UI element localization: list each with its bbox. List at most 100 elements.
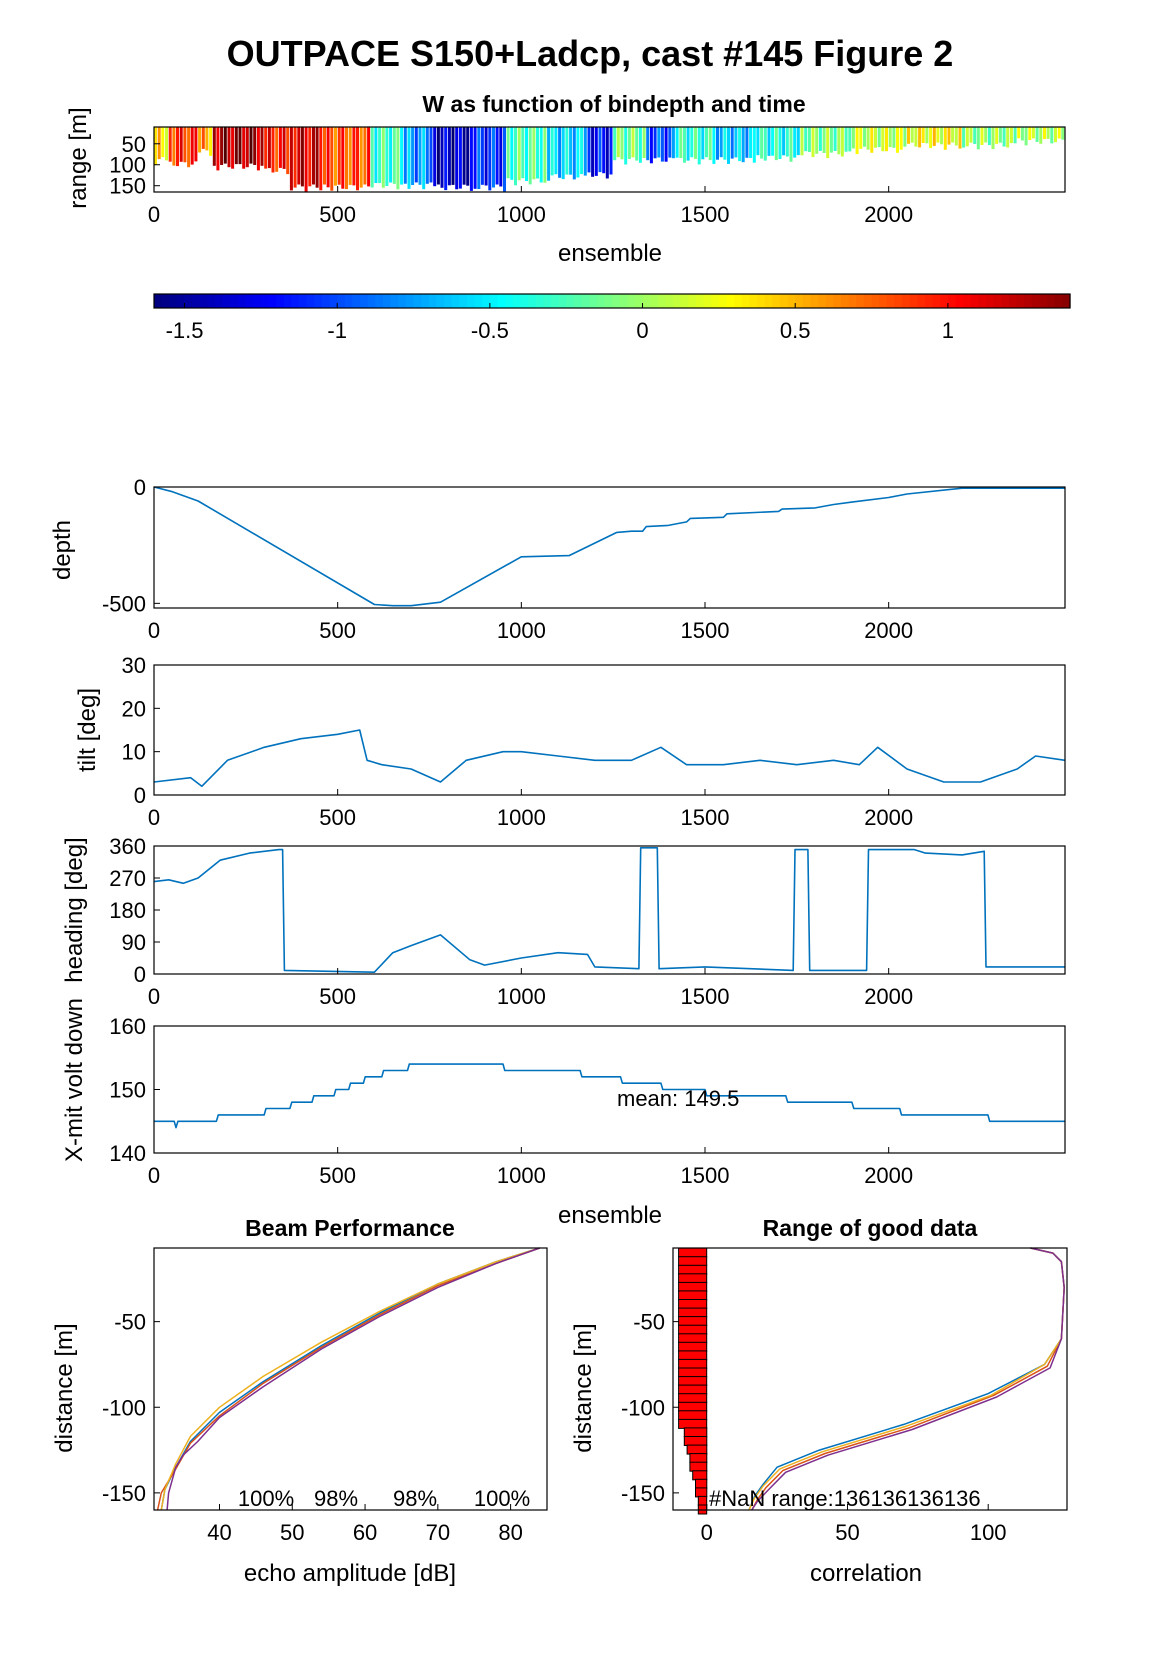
depth-xtick-label: 1000 (497, 618, 546, 643)
w-cell (984, 127, 988, 143)
depth-xtick-label: 1500 (681, 618, 730, 643)
w-cell (712, 127, 716, 164)
heading-ytick-label: 180 (109, 898, 146, 923)
colorbar-cell (589, 294, 598, 308)
tilt-xtick-label: 1500 (681, 805, 730, 830)
beam-performance-xtick-label: 60 (353, 1520, 377, 1545)
w-cell (594, 127, 598, 176)
w-cell (455, 127, 459, 190)
colorbar-cell (329, 294, 338, 308)
nan-range-bar (692, 1470, 708, 1481)
colorbar-cell (688, 294, 697, 308)
w-cell (683, 127, 686, 163)
w-cell (477, 127, 481, 189)
w-cell (609, 127, 613, 175)
w-cell (815, 127, 819, 154)
xmit-volt-ytick-label: 160 (109, 1014, 146, 1039)
w-cell (466, 127, 470, 186)
colorbar-cell (1008, 294, 1018, 308)
colorbar-cell (291, 294, 300, 308)
w-cell (822, 127, 826, 153)
xmit-volt-mean-annotation: mean: 149.5 (617, 1086, 739, 1111)
w-image-xtick-label: 2000 (864, 202, 913, 227)
heading-xtick-label: 2000 (864, 984, 913, 1009)
colorbar-cell (352, 294, 361, 308)
w-cell (458, 127, 462, 189)
w-cell (532, 127, 536, 180)
w-cell (359, 127, 363, 188)
w-cell (444, 127, 448, 191)
nan-range-annotation: #NaN range:136136136136 (709, 1486, 981, 1511)
w-cell (929, 127, 933, 149)
w-cell (264, 127, 268, 169)
colorbar-cell (245, 294, 254, 308)
w-cell (976, 127, 980, 150)
beam-line (156, 1247, 540, 1511)
colorbar-cell (383, 294, 392, 308)
w-cell (624, 127, 628, 165)
range-good-data-ytick-label: -50 (633, 1310, 665, 1335)
colorbar-cell (787, 294, 796, 308)
w-image-xlabel: ensemble (558, 240, 662, 267)
xmit-volt-xtick-label: 500 (319, 1163, 356, 1188)
tilt-ylabel: tilt [deg] (74, 688, 101, 772)
colorbar-cell (390, 294, 399, 308)
w-cell (859, 127, 863, 149)
colorbar-cell (642, 294, 651, 308)
colorbar-cell (1031, 294, 1040, 308)
w-cell (411, 127, 415, 185)
w-cell (385, 127, 389, 186)
w-cell (793, 127, 797, 158)
w-cell (789, 127, 793, 162)
w-cell (962, 127, 966, 148)
colorbar-cell (169, 294, 178, 308)
w-cell (334, 127, 337, 186)
colorbar-cell (436, 294, 445, 308)
colorbar-tick-label: -0.5 (471, 318, 509, 343)
colorbar-cell (192, 294, 201, 308)
colorbar-cell (1054, 294, 1063, 308)
w-cell (194, 127, 198, 162)
w-image-ylabel: range [m] (65, 107, 92, 208)
w-cell (763, 127, 767, 161)
w-cell (848, 127, 852, 152)
w-cell (782, 127, 786, 156)
w-cell (587, 127, 591, 173)
colorbar-cell (459, 294, 468, 308)
colorbar-cell (650, 294, 659, 308)
colorbar-cell (879, 294, 888, 308)
nan-range-bar (678, 1384, 708, 1395)
depth-xtick-label: 500 (319, 618, 356, 643)
colorbar-cell (321, 294, 331, 308)
colorbar-cell (726, 294, 735, 308)
tilt-axes-box (153, 664, 1066, 796)
correlation-line (751, 1247, 1065, 1511)
w-cell (198, 127, 202, 153)
colorbar-cell (810, 294, 819, 308)
colorbar-cell (505, 294, 514, 308)
w-cell (304, 127, 308, 192)
colorbar-cell (741, 294, 750, 308)
beam-percent-label: 98% (393, 1486, 437, 1511)
w-cell (400, 127, 404, 185)
w-cell (168, 127, 172, 162)
w-cell (381, 127, 385, 188)
colorbar-cell (528, 294, 537, 308)
w-cell (697, 127, 701, 165)
w-cell (771, 127, 775, 156)
heading-ylabel: heading [deg] (61, 837, 88, 982)
w-cell (686, 127, 690, 161)
colorbar-cell (932, 294, 941, 308)
w-cell (506, 127, 510, 179)
w-cell (300, 127, 304, 187)
w-image-xtick-label: 0 (148, 202, 160, 227)
w-cell (499, 127, 503, 187)
beam-performance-ytick-label: -50 (114, 1310, 146, 1335)
w-cell (1061, 127, 1065, 140)
nan-range-bar (689, 1461, 708, 1472)
xmit-volt-ytick-label: 150 (109, 1078, 146, 1103)
w-cell (367, 127, 371, 187)
w-cell (826, 127, 830, 159)
w-cell (1050, 127, 1054, 144)
colorbar-tick-label: -1 (327, 318, 347, 343)
